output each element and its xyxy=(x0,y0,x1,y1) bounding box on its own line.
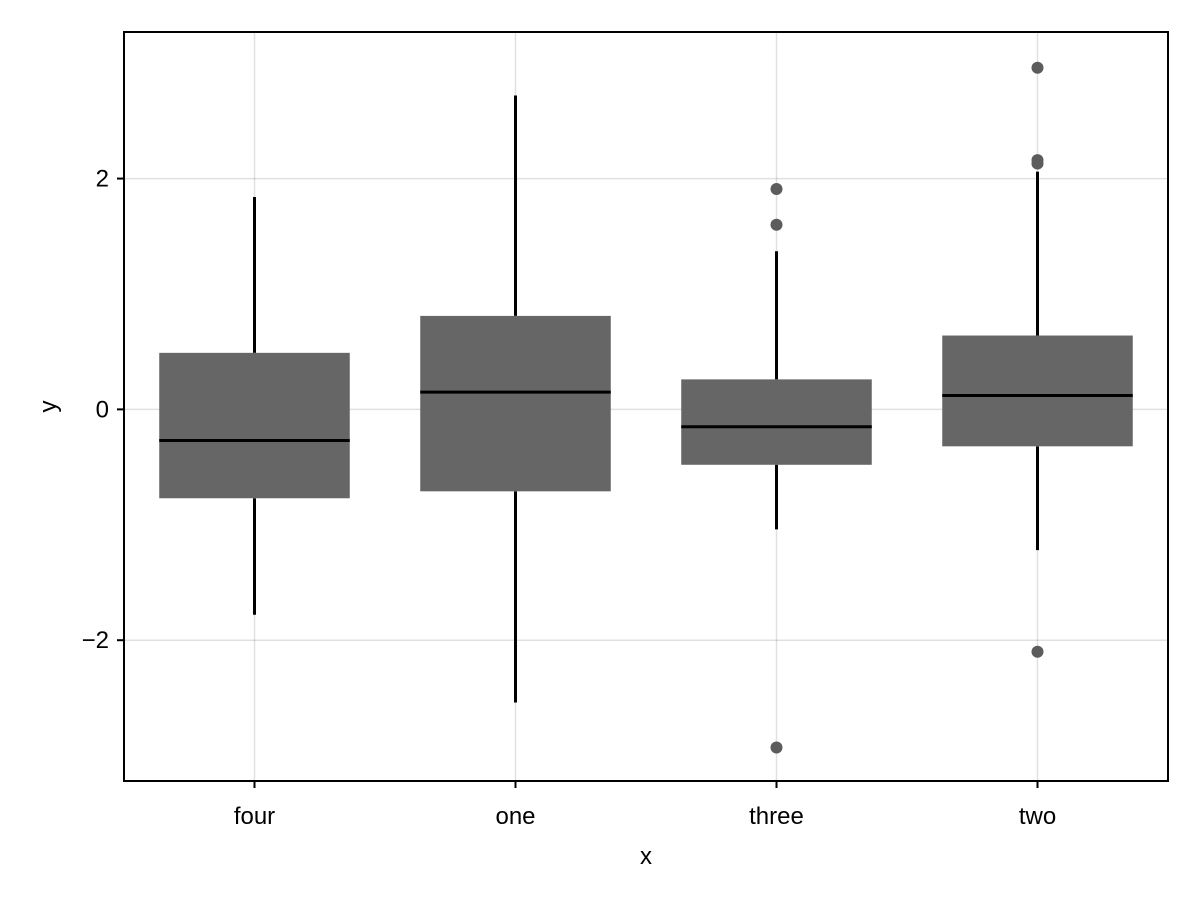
box-four xyxy=(159,197,350,615)
y-tick-label: −2 xyxy=(82,627,109,654)
ticks: four one three two −2 0 2 xyxy=(82,166,1057,830)
plot-frame xyxy=(123,31,1169,782)
outlier-point xyxy=(770,182,783,195)
box-body xyxy=(159,352,350,499)
outlier-point xyxy=(770,741,783,754)
outlier-point xyxy=(1031,645,1044,658)
y-axis-label: y xyxy=(35,401,62,413)
outlier-points xyxy=(770,61,1044,754)
box-body xyxy=(420,315,611,492)
x-tick-label: four xyxy=(234,803,275,830)
box-three xyxy=(681,251,872,530)
box-body xyxy=(942,335,1133,447)
x-axis-label: x xyxy=(640,843,652,870)
outlier-point xyxy=(1031,61,1044,74)
x-tick-label: two xyxy=(1019,803,1056,830)
box-two xyxy=(942,171,1133,551)
x-tick-label: three xyxy=(749,803,804,830)
y-tick-label: 2 xyxy=(96,166,109,193)
boxes xyxy=(159,95,1133,703)
box-body xyxy=(681,379,872,465)
outlier-point xyxy=(770,218,783,231)
y-tick-label: 0 xyxy=(96,396,109,423)
box-one xyxy=(420,95,611,703)
x-tick-label: one xyxy=(495,803,535,830)
outlier-point xyxy=(1031,157,1044,170)
